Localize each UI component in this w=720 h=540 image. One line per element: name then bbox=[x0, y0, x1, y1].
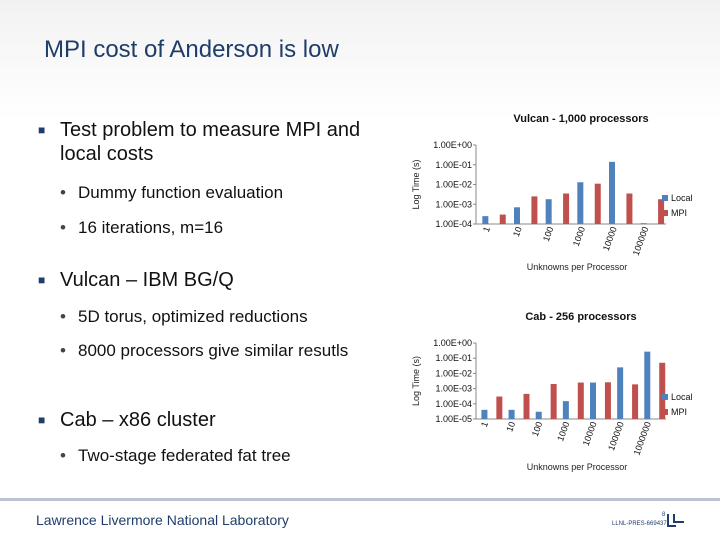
bar-local bbox=[481, 409, 488, 419]
bar-mpi bbox=[531, 196, 538, 224]
sub-bullet-text: 8000 processors give similar resutls bbox=[78, 341, 349, 360]
dot-bullet-icon: • bbox=[60, 218, 66, 237]
y-tick-label: 1.00E+00 bbox=[433, 338, 472, 348]
y-tick-label: 1.00E-02 bbox=[435, 368, 472, 378]
legend-label: Local bbox=[671, 193, 693, 203]
y-tick-label: 1.00E-01 bbox=[435, 353, 472, 363]
y-axis-label: Log Time (s) bbox=[411, 159, 421, 209]
bar-mpi bbox=[604, 382, 611, 419]
bar-mpi bbox=[550, 384, 557, 419]
x-tick-label: 100 bbox=[530, 420, 545, 438]
x-tick-label: 100 bbox=[541, 225, 556, 243]
y-tick-label: 1.00E-02 bbox=[435, 180, 472, 190]
bar-local bbox=[545, 199, 552, 224]
page-number: 8 bbox=[662, 512, 666, 518]
cab-chart: Cab - 256 processors Log Time (s) 1.00E+00… bbox=[411, 311, 693, 472]
sub-bullet: • 8000 processors give similar resutls bbox=[60, 340, 360, 362]
bar-mpi bbox=[632, 384, 639, 419]
bar-local bbox=[562, 401, 569, 419]
slide-title: MPI cost of Anderson is low bbox=[44, 36, 339, 63]
x-tick-label: 1 bbox=[481, 225, 492, 233]
dot-bullet-icon: • bbox=[60, 183, 66, 202]
bar-local bbox=[640, 223, 647, 225]
legend-label: MPI bbox=[671, 407, 687, 417]
footer-divider bbox=[0, 498, 720, 501]
bar-mpi bbox=[658, 199, 665, 224]
bar-local bbox=[609, 161, 615, 224]
x-tick-label: 1 bbox=[479, 420, 490, 428]
y-tick-label: 1.00E-01 bbox=[435, 160, 472, 170]
bullet-vulcan: ■ Vulcan – IBM BG/Q bbox=[38, 268, 385, 292]
sub-bullet-text: Dummy function evaluation bbox=[78, 183, 284, 202]
square-bullet-icon: ■ bbox=[38, 413, 46, 427]
y-tick-label: 1.00E+00 bbox=[433, 140, 472, 150]
legend-label: MPI bbox=[671, 208, 687, 218]
y-axis-label: Log Time (s) bbox=[411, 356, 421, 406]
y-tick-label: 1.00E-03 bbox=[435, 384, 472, 394]
bar-local bbox=[577, 182, 584, 224]
chart-title: Cab - 256 processors bbox=[525, 311, 636, 323]
bullet-text: Vulcan – IBM BG/Q bbox=[60, 269, 234, 291]
bar-mpi bbox=[563, 193, 570, 224]
legend-swatch bbox=[662, 210, 668, 216]
square-bullet-icon: ■ bbox=[38, 123, 46, 137]
bar-local bbox=[617, 367, 624, 419]
bullet-text: Test problem to measure MPI and local co… bbox=[60, 119, 361, 165]
bar-local bbox=[644, 351, 651, 419]
legend-swatch bbox=[662, 195, 668, 201]
bar-local bbox=[514, 207, 520, 224]
bullet-text: Cab – x86 cluster bbox=[60, 409, 216, 431]
x-tick-label: 1000000 bbox=[632, 420, 653, 456]
footer-doc-id: LLNL-PRES-669437 bbox=[612, 521, 667, 527]
bar-mpi bbox=[499, 214, 506, 224]
bar-mpi bbox=[626, 193, 633, 224]
bar-mpi bbox=[496, 396, 503, 419]
bullet-cab: ■ Cab – x86 cluster bbox=[38, 408, 385, 432]
dot-bullet-icon: • bbox=[60, 446, 66, 465]
bar-local bbox=[590, 382, 596, 419]
vulcan-chart: Vulcan - 1,000 processors Log Time (s) 1.0… bbox=[411, 113, 693, 272]
y-tick-label: 1.00E-04 bbox=[435, 219, 472, 229]
sub-bullet: • Dummy function evaluation bbox=[60, 182, 283, 204]
legend-swatch bbox=[662, 394, 668, 400]
y-tick-label: 1.00E-03 bbox=[435, 199, 472, 209]
x-tick-label: 10 bbox=[511, 225, 524, 238]
dot-bullet-icon: • bbox=[60, 341, 66, 360]
bar-local bbox=[535, 411, 542, 419]
sub-bullet: • Two-stage federated fat tree bbox=[60, 445, 291, 467]
x-axis-label: Unknowns per Processor bbox=[527, 262, 628, 272]
x-tick-label: 100000 bbox=[606, 420, 626, 452]
x-tick-label: 10 bbox=[504, 420, 517, 433]
bar-mpi bbox=[594, 183, 601, 224]
chart-title: Vulcan - 1,000 processors bbox=[513, 113, 648, 125]
y-tick-label: 1.00E-05 bbox=[435, 414, 472, 424]
bar-mpi bbox=[577, 382, 584, 419]
bar-local bbox=[508, 409, 515, 419]
footer-org: Lawrence Livermore National Laboratory bbox=[36, 512, 289, 528]
legend-label: Local bbox=[671, 392, 693, 402]
x-tick-label: 10000 bbox=[581, 420, 599, 447]
x-tick-label: 1000 bbox=[571, 225, 587, 247]
y-tick-label: 1.00E-04 bbox=[435, 399, 472, 409]
square-bullet-icon: ■ bbox=[38, 273, 46, 287]
dot-bullet-icon: • bbox=[60, 307, 66, 326]
bar-mpi bbox=[523, 393, 530, 419]
sub-bullet-text: 5D torus, optimized reductions bbox=[78, 307, 308, 326]
sub-bullet-text: 16 iterations, m=16 bbox=[78, 218, 224, 237]
x-tick-label: 10000 bbox=[601, 225, 619, 252]
bullet-test-problem: ■ Test problem to measure MPI and local … bbox=[38, 118, 385, 166]
llnl-logo-icon bbox=[667, 514, 684, 527]
x-tick-label: 1000 bbox=[555, 420, 571, 442]
sub-bullet: • 16 iterations, m=16 bbox=[60, 217, 223, 239]
legend-swatch bbox=[662, 409, 668, 415]
x-axis-label: Unknowns per Processor bbox=[527, 462, 628, 472]
bar-mpi bbox=[659, 362, 666, 419]
x-tick-label: 100000 bbox=[631, 225, 651, 257]
sub-bullet: • 5D torus, optimized reductions bbox=[60, 306, 308, 328]
sub-bullet-text: Two-stage federated fat tree bbox=[78, 446, 291, 465]
bar-local bbox=[482, 216, 489, 224]
